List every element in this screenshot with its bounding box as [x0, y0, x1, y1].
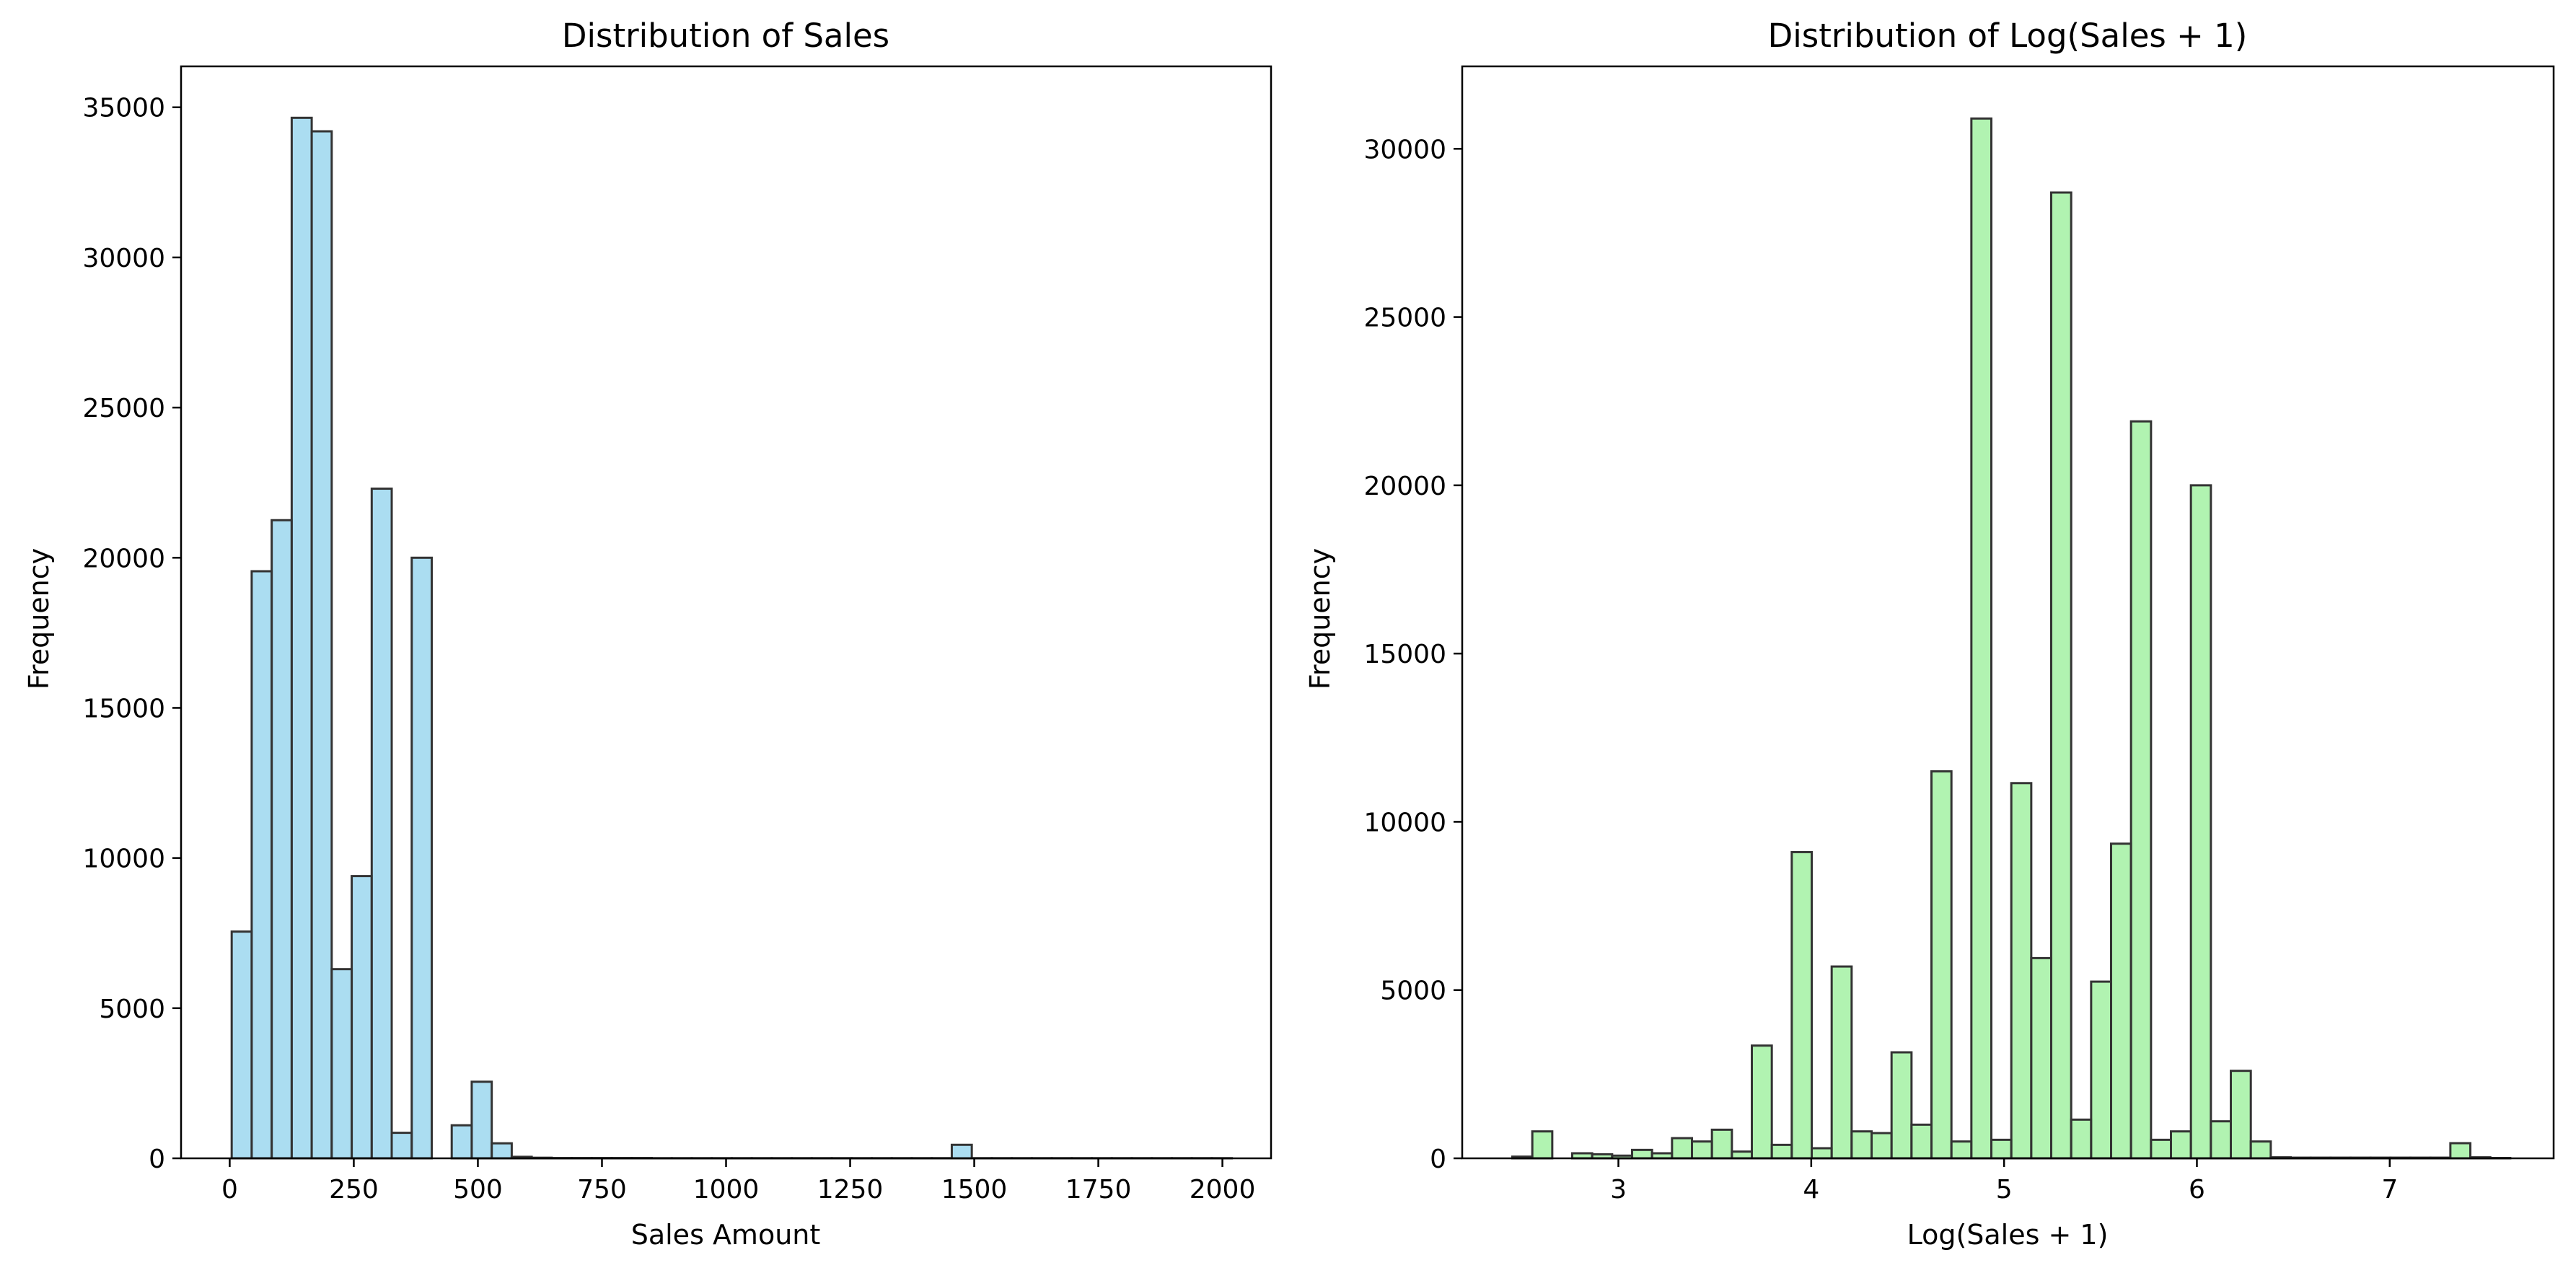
log-sales-histogram-bar	[1970, 117, 1993, 1160]
sales-histogram: Distribution of Sales Sales Amount Frequ…	[23, 17, 1272, 1251]
log-sales-histogram-ylabel: Frequency	[1304, 548, 1336, 690]
sales-histogram-xticks: 0 250 500 750 1000 1250 1500 1750 2000	[221, 1158, 1255, 1204]
sales-histogram-bar	[470, 1080, 493, 1160]
sales-histogram-ytick-label: 0	[149, 1145, 165, 1174]
log-sales-histogram-bar	[2210, 1120, 2233, 1160]
sales-histogram-xtick-label: 2000	[1190, 1175, 1256, 1204]
log-sales-histogram-bar	[1850, 1130, 1873, 1160]
log-sales-histogram-bar	[1990, 1138, 2013, 1160]
log-sales-histogram-bar	[2030, 956, 2053, 1160]
log-sales-histogram-bar	[1731, 1150, 1754, 1160]
log-sales-histogram-bar	[1950, 1140, 1973, 1160]
log-sales-histogram-bar	[1770, 1143, 1793, 1160]
sales-histogram-bar	[250, 570, 273, 1160]
log-sales-histogram-bar	[1751, 1044, 1773, 1160]
log-sales-histogram-bar	[1790, 850, 1814, 1160]
log-sales-histogram-bar	[2189, 484, 2212, 1160]
log-sales-histogram-ytick-label: 10000	[1363, 808, 1446, 837]
sales-histogram-bar	[351, 875, 373, 1160]
log-sales-histogram-ytick-label: 5000	[1380, 977, 1446, 1006]
log-sales-histogram-bars	[1511, 117, 2512, 1160]
log-sales-histogram-xtick-label: 7	[2381, 1175, 2398, 1204]
sales-histogram-ytick-label: 5000	[99, 995, 165, 1024]
sales-histogram-xtick-label: 250	[329, 1175, 379, 1204]
sales-histogram-bar	[390, 1132, 413, 1160]
log-sales-histogram-xtick-label: 6	[2189, 1175, 2205, 1204]
sales-histogram-bar	[330, 968, 353, 1160]
log-sales-histogram-bar	[1631, 1148, 1653, 1160]
log-sales-histogram-bar	[1871, 1132, 1893, 1160]
sales-histogram-ytick-label: 15000	[82, 694, 165, 723]
sales-histogram-bar	[290, 116, 313, 1160]
sales-histogram-yticks: 0 5000 10000 15000 20000 25000 30000 35000	[82, 94, 181, 1174]
log-sales-histogram-ytick-label: 20000	[1363, 472, 1446, 501]
log-sales-histogram-bar	[2449, 1142, 2472, 1160]
log-sales-histogram-bar	[1830, 965, 1853, 1160]
log-sales-histogram-bar	[1930, 770, 1953, 1160]
log-sales-histogram-bar	[1811, 1147, 1833, 1160]
log-sales-histogram-bar	[2110, 842, 2132, 1160]
sales-histogram-xlabel: Sales Amount	[631, 1219, 821, 1251]
log-sales-histogram-bar	[2050, 191, 2072, 1160]
log-sales-histogram-bar	[2170, 1130, 2192, 1160]
log-sales-histogram-yticks: 0 5000 10000 15000 20000 25000 30000	[1363, 135, 1462, 1174]
sales-histogram-bar	[370, 488, 393, 1160]
log-sales-histogram-bar	[2129, 420, 2153, 1160]
sales-histogram-bars	[230, 116, 1234, 1160]
log-sales-histogram-title: Distribution of Log(Sales + 1)	[1768, 17, 2248, 55]
log-sales-histogram-ytick-label: 30000	[1363, 135, 1446, 164]
sales-histogram-ytick-label: 10000	[82, 845, 165, 874]
sales-histogram-xtick-label: 750	[577, 1175, 627, 1204]
sales-histogram-frame	[180, 65, 1272, 1160]
log-sales-histogram-xticks: 3 4 5 6 7	[1610, 1158, 2398, 1204]
log-sales-histogram-bar	[2090, 980, 2113, 1160]
sales-histogram-ytick-label: 35000	[82, 94, 165, 123]
log-sales-histogram: Distribution of Log(Sales + 1) Log(Sales…	[1304, 17, 2555, 1251]
log-sales-histogram-bar	[1691, 1140, 1713, 1160]
sales-histogram-bar	[271, 519, 293, 1160]
sales-histogram-bar	[450, 1124, 473, 1160]
log-sales-histogram-xtick-label: 5	[1996, 1175, 2013, 1204]
sales-histogram-xtick-label: 500	[453, 1175, 503, 1204]
log-sales-histogram-ytick-label: 15000	[1363, 640, 1446, 669]
log-sales-histogram-ytick-label: 25000	[1363, 304, 1446, 333]
sales-histogram-bar	[410, 556, 433, 1160]
log-sales-histogram-bar	[2230, 1070, 2252, 1160]
sales-histogram-title: Distribution of Sales	[562, 17, 889, 55]
log-sales-histogram-bar	[1710, 1128, 1733, 1160]
log-sales-histogram-frame	[1461, 65, 2555, 1160]
sales-histogram-bar	[230, 930, 253, 1160]
sales-histogram-xtick-label: 1000	[693, 1175, 760, 1204]
log-sales-histogram-bar	[2070, 1118, 2093, 1160]
sales-histogram-xtick-label: 1250	[817, 1175, 884, 1204]
log-sales-histogram-bar	[1671, 1137, 1694, 1160]
sales-histogram-bar	[950, 1143, 973, 1160]
log-sales-histogram-bar	[2249, 1140, 2272, 1160]
sales-histogram-ytick-label: 25000	[82, 394, 165, 423]
sales-histogram-ytick-label: 20000	[82, 544, 165, 573]
log-sales-histogram-bar	[1910, 1123, 1933, 1160]
log-sales-histogram-bar	[1531, 1130, 1554, 1160]
log-sales-histogram-bar	[2010, 782, 2033, 1160]
sales-histogram-xtick-label: 1500	[941, 1175, 1008, 1204]
sales-histogram-ytick-label: 30000	[82, 244, 165, 273]
sales-histogram-bar	[491, 1142, 513, 1160]
log-sales-histogram-bar	[1890, 1051, 1913, 1160]
sales-histogram-bar	[310, 130, 333, 1160]
log-sales-histogram-bar	[2150, 1138, 2173, 1160]
sales-histogram-xtick-label: 1750	[1065, 1175, 1132, 1204]
sales-histogram-xtick-label: 0	[221, 1175, 238, 1204]
log-sales-histogram-xtick-label: 3	[1610, 1175, 1627, 1204]
sales-histogram-ylabel: Frequency	[23, 548, 55, 690]
log-sales-histogram-ytick-label: 0	[1430, 1145, 1446, 1174]
log-sales-histogram-xlabel: Log(Sales + 1)	[1907, 1219, 2109, 1251]
log-sales-histogram-xtick-label: 4	[1803, 1175, 1819, 1204]
